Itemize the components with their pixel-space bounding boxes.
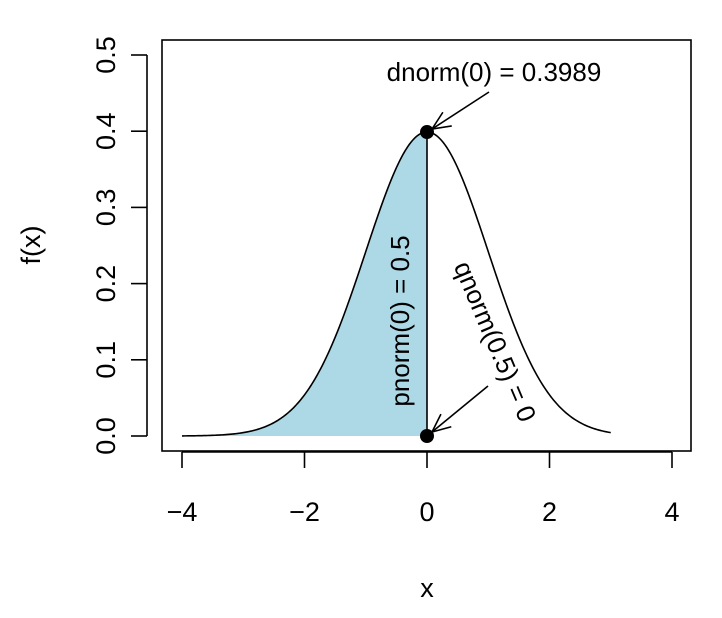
y-tick-label: 0.4 bbox=[91, 112, 121, 150]
data-points bbox=[420, 125, 434, 443]
y-tick-label: 0.1 bbox=[91, 341, 121, 379]
arrow-dnorm bbox=[430, 91, 490, 131]
plot-frame bbox=[161, 39, 692, 452]
annotation-dnorm: dnorm(0) = 0.3989 bbox=[387, 57, 602, 87]
y-tick-label: 0.5 bbox=[91, 36, 121, 74]
arrows bbox=[430, 91, 490, 434]
x-axis: −4 −2 0 2 4 bbox=[167, 451, 680, 527]
shaded-area-left-of-zero bbox=[182, 132, 427, 436]
y-axis-title: f(x) bbox=[16, 226, 46, 265]
y-tick-label: 0.3 bbox=[91, 189, 121, 227]
annotation-pnorm: pnorm(0) = 0.5 bbox=[385, 235, 415, 406]
x-tick-label: 0 bbox=[419, 497, 434, 527]
data-point bbox=[420, 429, 434, 443]
x-axis-title: x bbox=[420, 573, 434, 603]
x-tick-label: 4 bbox=[664, 497, 679, 527]
x-tick-label: −4 bbox=[167, 497, 198, 527]
annotation-qnorm: qnorm(0.5) = 0 bbox=[448, 257, 543, 426]
x-tick-label: −2 bbox=[289, 497, 320, 527]
y-axis: 0.0 0.1 0.2 0.3 0.4 0.5 bbox=[91, 36, 148, 455]
density-curve bbox=[181, 131, 611, 437]
y-tick-label: 0.2 bbox=[91, 265, 121, 303]
y-tick-label: 0.0 bbox=[91, 417, 121, 455]
data-point bbox=[420, 125, 434, 140]
arrow-qnorm bbox=[430, 385, 489, 434]
x-tick-label: 2 bbox=[542, 497, 557, 527]
